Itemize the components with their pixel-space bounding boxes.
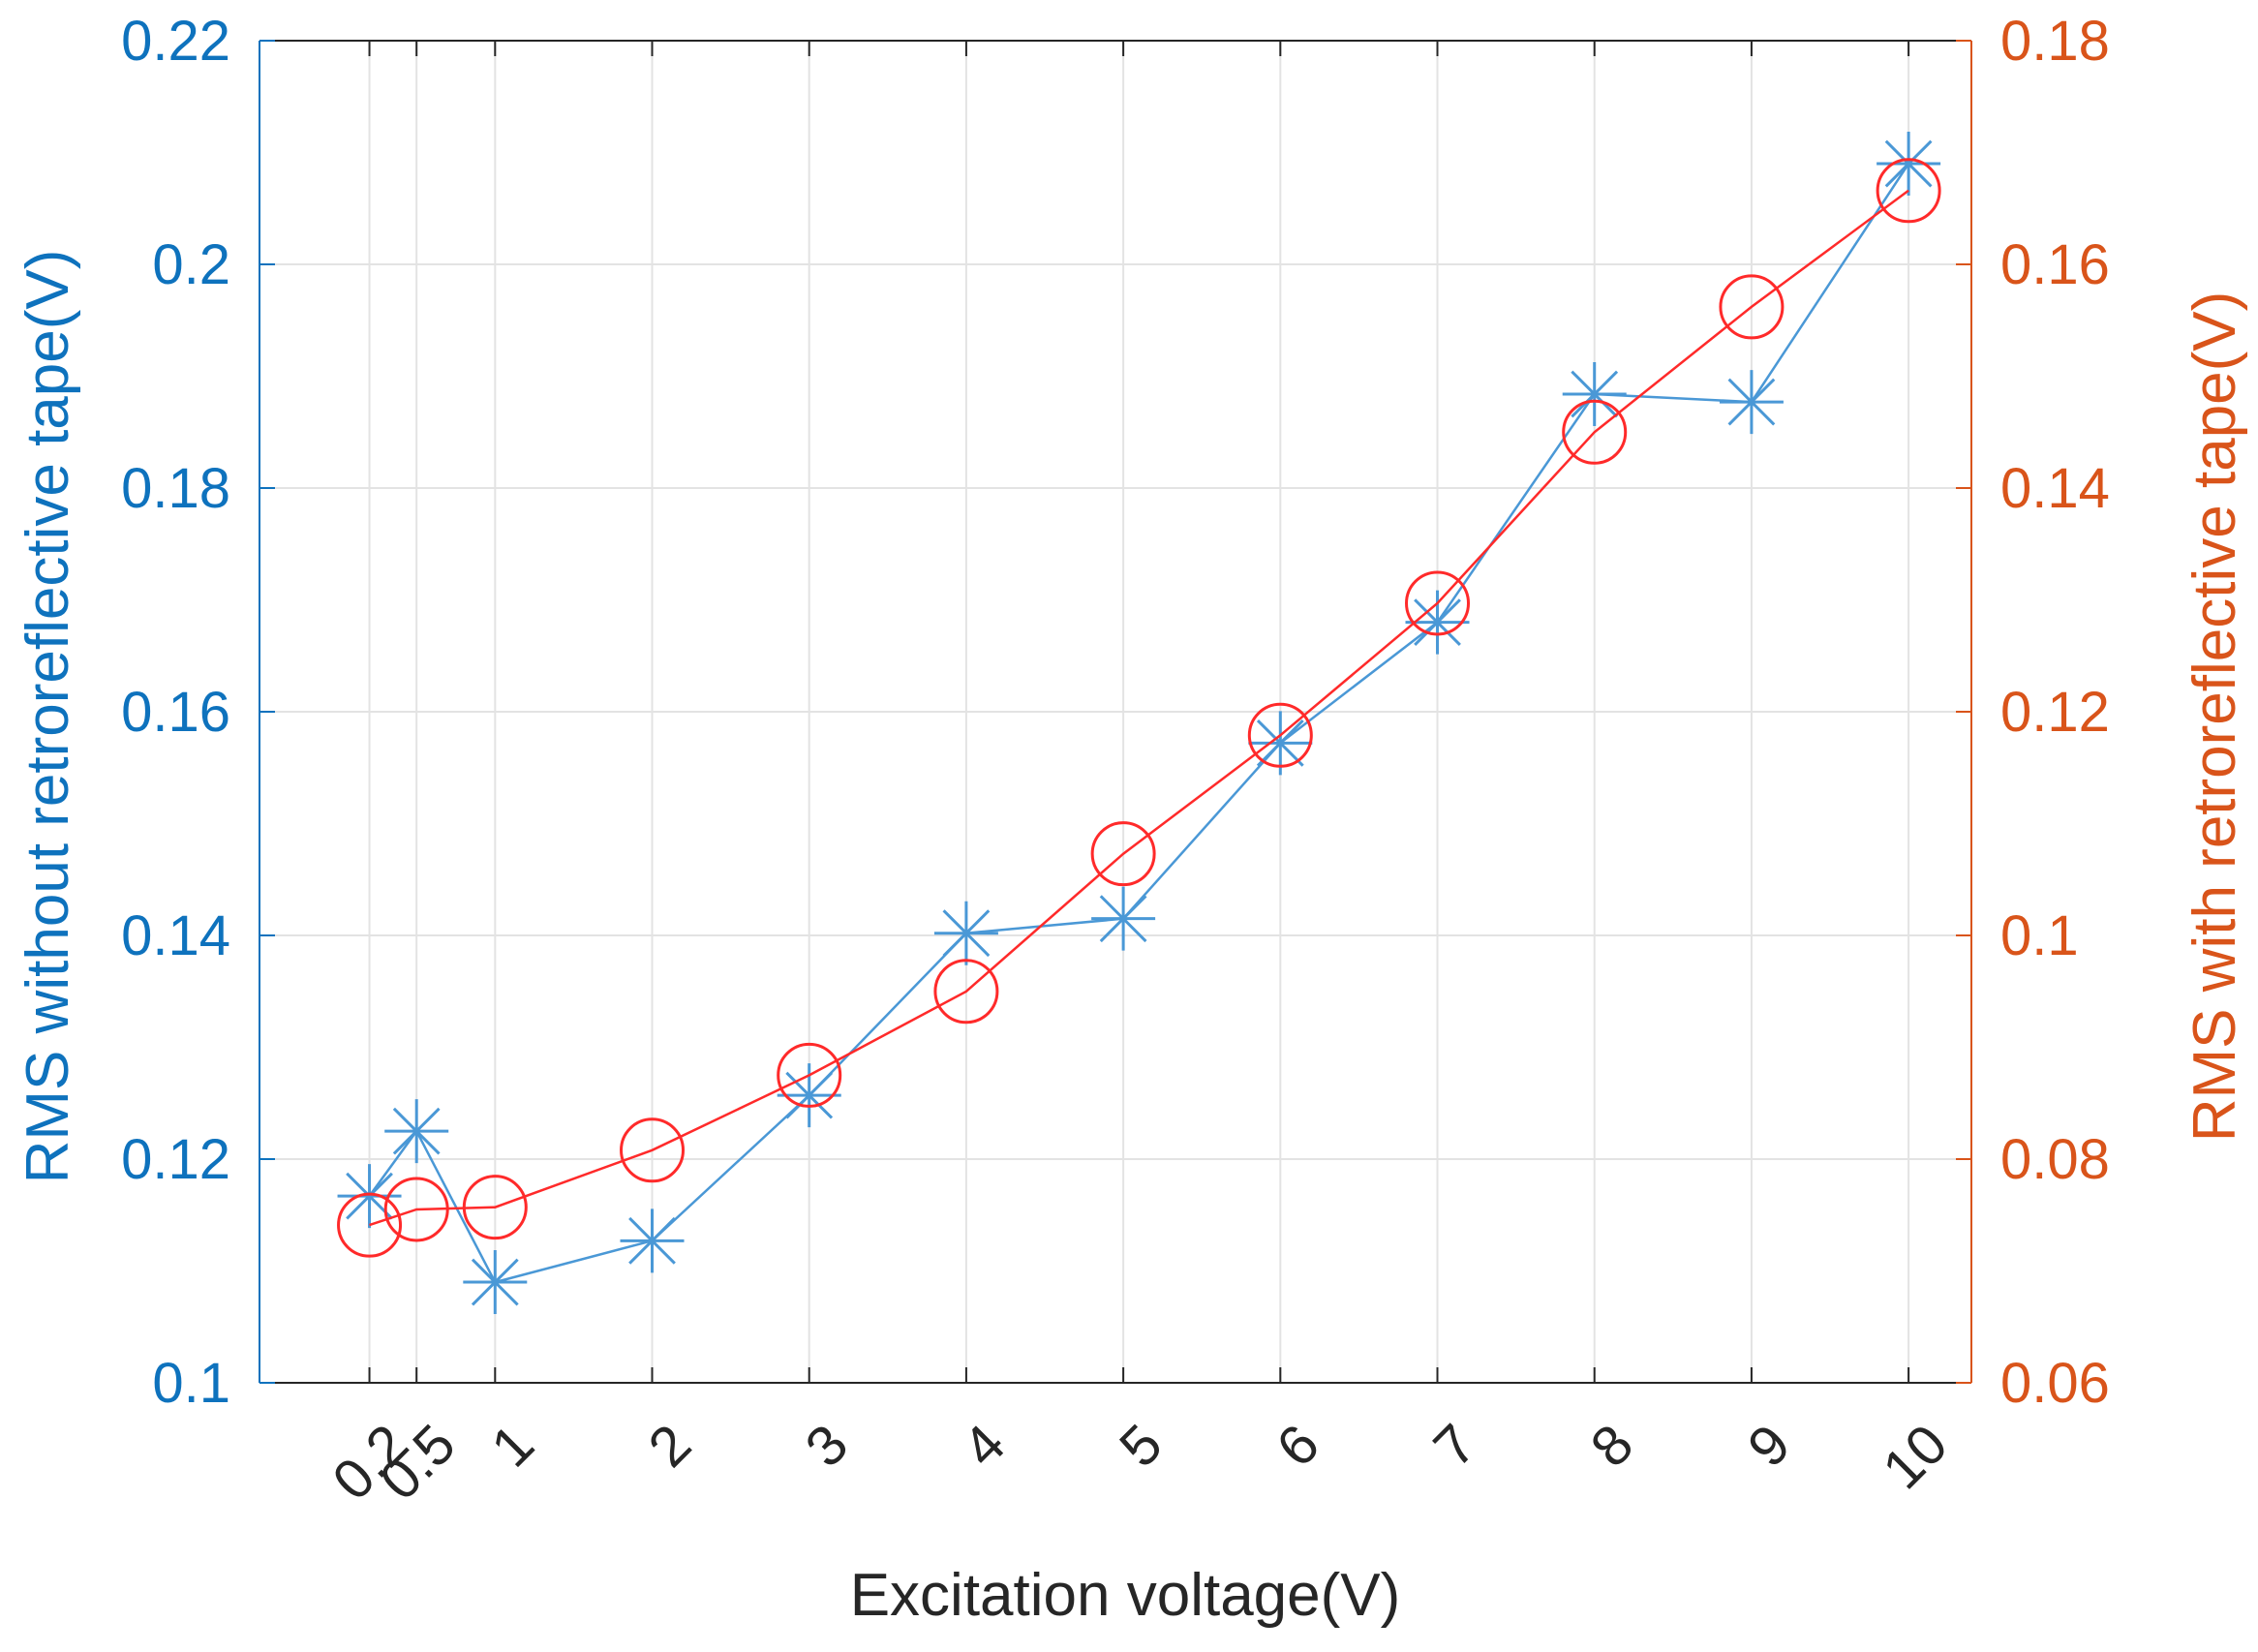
left-y-tick-label: 0.18 <box>121 457 230 520</box>
without-tape-asterisk-marker <box>1562 361 1627 426</box>
series-with-tape-line <box>369 189 1909 1227</box>
right-y-axis-title-prefix: RMS <box>2182 992 2248 1142</box>
with-tape-circle-marker <box>620 1117 686 1183</box>
right-y-tick-label: 0.06 <box>2000 1352 2110 1415</box>
left-y-tick-label: 0.22 <box>121 10 230 73</box>
with-tape-circle-marker <box>1562 399 1628 465</box>
asterisk-stroke <box>785 1071 834 1119</box>
asterisk-stroke <box>1256 719 1304 767</box>
asterisk-stroke <box>346 1172 393 1220</box>
right-y-tick-label: 0.18 <box>2000 10 2110 73</box>
left-y-tick-label: 0.1 <box>152 1352 230 1415</box>
asterisk-stroke <box>1099 895 1147 943</box>
with-tape-circle-marker <box>1405 570 1471 636</box>
with-tape-circle-marker <box>1719 274 1785 340</box>
with-tape-circle-marker <box>1876 158 1941 224</box>
right-y-axis-title: RMS with retroreflective tape(V) <box>2182 291 2248 1143</box>
without-tape-asterisk-marker <box>620 1208 685 1273</box>
left-y-axis-title-rest: without retroreflective tape(V) <box>15 250 81 1035</box>
right-y-tick-label: 0.1 <box>2000 904 2079 967</box>
without-tape-asterisk-marker <box>1248 711 1313 776</box>
asterisk-stroke <box>942 909 991 958</box>
axis-labels: Excitation voltage(V) RMS without retror… <box>15 250 2248 1629</box>
left-y-tick-label: 0.16 <box>121 681 230 744</box>
with-tape-circle-marker <box>337 1192 403 1258</box>
with-tape-circle-marker <box>933 959 999 1025</box>
left-y-axis-title: RMS without retroreflective tape(V) <box>15 250 81 1184</box>
asterisk-stroke <box>1571 370 1619 418</box>
asterisk-stroke <box>628 1216 676 1265</box>
right-y-tick-label: 0.14 <box>2000 457 2110 520</box>
with-tape-circle-marker <box>1247 702 1313 768</box>
asterisk-stroke <box>1727 378 1776 426</box>
asterisk-stroke <box>1414 598 1461 646</box>
data-series <box>337 132 1941 1315</box>
left-y-tick-label: 0.2 <box>152 233 230 296</box>
without-tape-asterisk-marker <box>1719 370 1784 435</box>
without-tape-asterisk-marker <box>1091 886 1156 951</box>
axes: 0.20.5 1 2 3 4 5 6 7 8 9 100.10.120.140.160.180.20… <box>121 10 2110 1513</box>
left-y-tick-label: 0.12 <box>121 1128 230 1191</box>
left-y-axis-title-prefix: RMS <box>15 1033 81 1183</box>
with-tape-circle-marker <box>462 1175 528 1240</box>
left-y-tick-label: 0.14 <box>121 904 230 967</box>
right-y-tick-label: 0.08 <box>2000 1128 2110 1191</box>
right-y-axis-title-rest: with retroreflective tape(V) <box>2182 291 2248 994</box>
asterisk-stroke <box>392 1107 441 1155</box>
with-tape-circle-marker <box>777 1042 842 1108</box>
without-tape-asterisk-marker <box>933 901 998 965</box>
x-axis-title: Excitation voltage(V) <box>850 1562 1401 1629</box>
right-y-tick-label: 0.12 <box>2000 681 2110 744</box>
right-y-tick-label: 0.16 <box>2000 233 2110 296</box>
without-tape-asterisk-marker <box>463 1250 528 1315</box>
asterisk-stroke <box>471 1258 519 1306</box>
with-tape-circle-marker <box>1090 821 1156 887</box>
without-tape-asterisk-marker <box>384 1099 449 1164</box>
with-tape-circle-marker <box>383 1177 449 1242</box>
without-tape-asterisk-marker <box>1877 132 1941 197</box>
asterisk-stroke <box>1884 139 1933 188</box>
